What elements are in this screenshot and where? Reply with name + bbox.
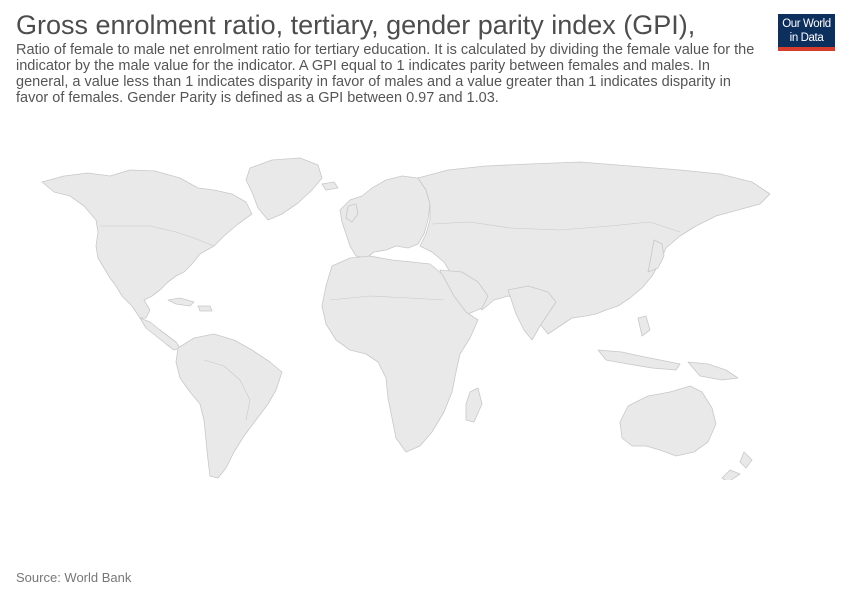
region-uk[interactable] [345,203,359,223]
region-madagascar[interactable] [465,387,483,423]
logo-line-2: in Data [789,32,824,44]
region-south-america[interactable] [175,333,283,479]
source-note: Source: World Bank [16,570,132,585]
owid-logo[interactable]: Our World in Data [778,14,835,51]
region-indonesia[interactable] [597,349,681,371]
region-europe[interactable] [339,175,431,259]
border-sahara [329,295,445,301]
region-hispaniola[interactable] [197,305,213,312]
region-india[interactable] [507,285,557,341]
region-central-america[interactable] [139,317,181,351]
world-map[interactable] [0,150,850,480]
region-new-guinea[interactable] [687,361,739,381]
region-australia[interactable] [619,385,717,457]
logo-line-1: Our World [782,18,831,30]
region-new-zealand[interactable] [739,451,753,469]
region-greenland[interactable] [245,157,323,221]
region-iceland[interactable] [321,181,339,191]
region-philippines[interactable] [637,315,651,337]
region-cuba[interactable] [167,297,195,307]
border-brazil [203,359,251,421]
chart-subtitle: Ratio of female to male net enrolment ra… [16,42,755,106]
region-japan[interactable] [647,239,665,273]
chart-title: Gross enrolment ratio, tertiary, gender … [16,10,696,40]
region-new-zealand-south[interactable] [721,469,741,480]
region-africa[interactable] [321,255,479,453]
region-north-america[interactable] [41,169,253,319]
border-russia [431,221,681,233]
region-asia[interactable] [417,161,771,335]
border-us-canada [100,225,215,247]
